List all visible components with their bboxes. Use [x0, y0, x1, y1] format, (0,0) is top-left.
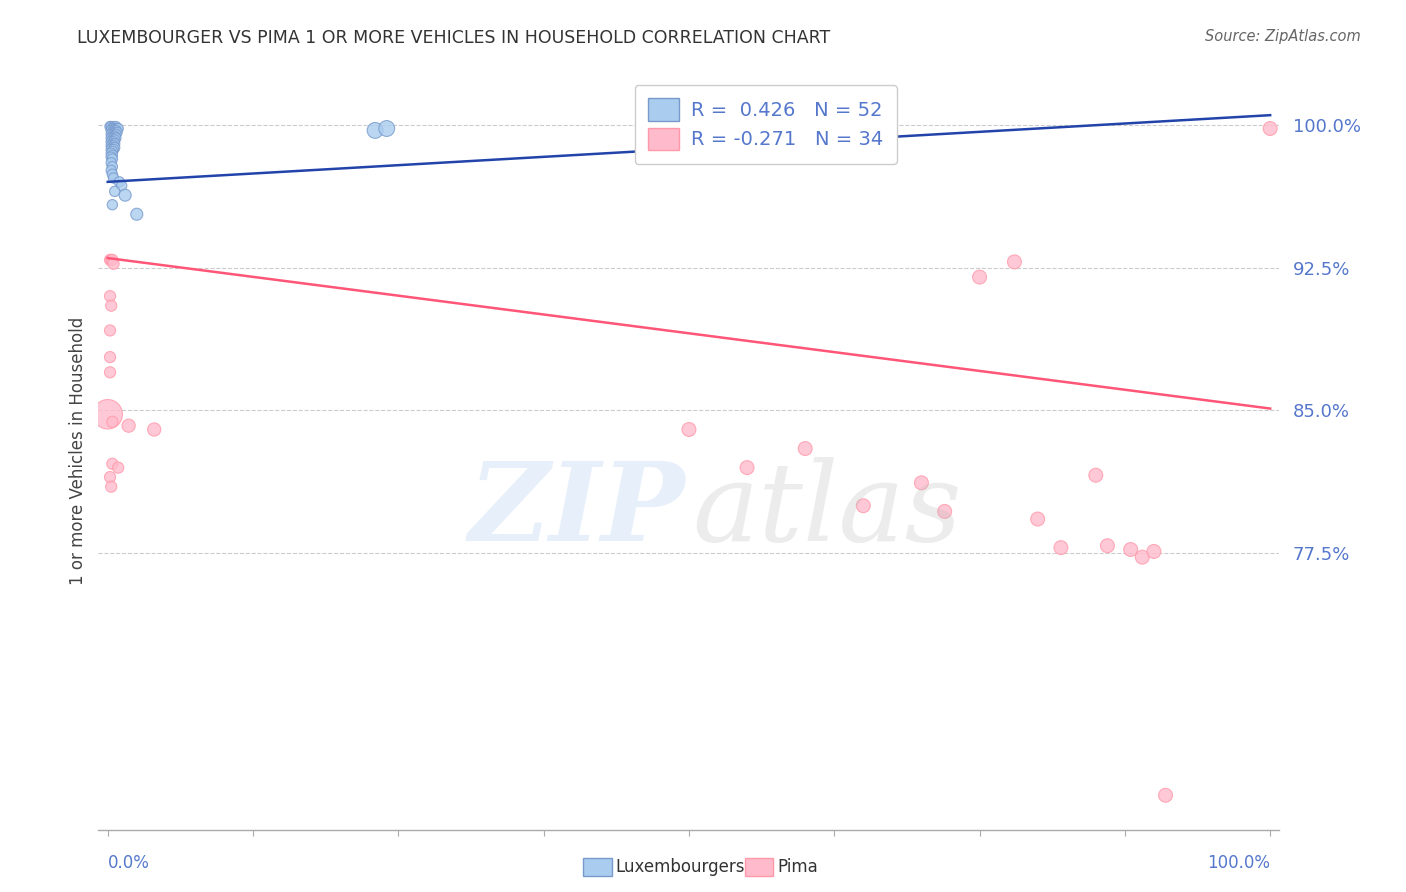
Point	[103, 120, 125, 134]
Point	[103, 131, 125, 145]
Point	[104, 121, 127, 136]
Point	[101, 148, 124, 162]
Point	[100, 150, 122, 164]
Point	[98, 289, 121, 303]
Point	[101, 160, 124, 174]
Point	[100, 163, 122, 178]
Point	[103, 257, 125, 271]
Point	[103, 135, 125, 149]
Point	[98, 323, 121, 337]
Point	[100, 156, 122, 170]
Text: Pima: Pima	[778, 858, 818, 876]
Point	[934, 504, 956, 518]
Y-axis label: 1 or more Vehicles in Household: 1 or more Vehicles in Household	[69, 317, 87, 584]
Point	[100, 143, 122, 157]
Legend: R =  0.426   N = 52, R = -0.271   N = 34: R = 0.426 N = 52, R = -0.271 N = 34	[634, 85, 897, 164]
Point	[1097, 539, 1119, 553]
Point	[111, 178, 134, 193]
Point	[103, 171, 125, 186]
Point	[104, 185, 127, 199]
Point	[117, 418, 139, 433]
Point	[1119, 542, 1142, 557]
Text: atlas: atlas	[693, 458, 962, 565]
Point	[103, 123, 125, 137]
Point	[100, 480, 122, 494]
Point	[100, 127, 122, 141]
Point	[104, 133, 127, 147]
Point	[105, 125, 128, 139]
Point	[104, 131, 127, 145]
Text: Source: ZipAtlas.com: Source: ZipAtlas.com	[1205, 29, 1361, 44]
Point	[98, 365, 121, 379]
Point	[1050, 541, 1073, 555]
Point	[107, 460, 129, 475]
Point	[100, 123, 122, 137]
Text: LUXEMBOURGER VS PIMA 1 OR MORE VEHICLES IN HOUSEHOLD CORRELATION CHART: LUXEMBOURGER VS PIMA 1 OR MORE VEHICLES …	[77, 29, 831, 46]
Point	[364, 123, 387, 137]
Point	[1258, 121, 1281, 136]
Point	[101, 252, 124, 267]
Point	[98, 120, 121, 134]
Point	[103, 138, 125, 153]
Point	[114, 188, 136, 202]
Text: 100.0%: 100.0%	[1208, 855, 1270, 872]
Point	[104, 129, 127, 144]
Point	[98, 470, 121, 484]
Point	[101, 457, 124, 471]
Point	[101, 125, 124, 139]
Text: Luxembourgers: Luxembourgers	[616, 858, 745, 876]
Point	[104, 140, 127, 154]
Point	[101, 167, 124, 181]
Point	[104, 123, 127, 137]
Point	[375, 121, 398, 136]
Point	[101, 129, 124, 144]
Point	[1130, 550, 1153, 565]
Text: ZIP: ZIP	[468, 458, 685, 565]
Point	[852, 499, 875, 513]
Point	[143, 423, 166, 437]
Point	[98, 350, 121, 364]
Point	[101, 140, 124, 154]
Point	[1002, 255, 1025, 269]
Point	[100, 120, 122, 134]
Point	[101, 197, 124, 211]
Point	[101, 133, 124, 147]
Point	[101, 136, 124, 151]
Point	[107, 121, 129, 136]
Point	[108, 175, 131, 189]
Point	[100, 299, 122, 313]
Point	[735, 460, 758, 475]
Point	[100, 131, 122, 145]
Point	[104, 120, 127, 134]
Point	[100, 138, 122, 153]
Point	[101, 121, 124, 136]
Point	[101, 415, 124, 429]
Point	[101, 145, 124, 159]
Point	[97, 407, 120, 421]
Point	[103, 143, 125, 157]
Point	[98, 252, 121, 267]
Point	[100, 252, 122, 267]
Point	[969, 270, 991, 285]
Point	[103, 127, 125, 141]
Point	[125, 207, 148, 221]
Point	[100, 135, 122, 149]
Point	[104, 125, 127, 139]
Point	[1154, 789, 1177, 803]
Text: 0.0%: 0.0%	[108, 855, 149, 872]
Point	[1143, 544, 1166, 558]
Point	[910, 475, 932, 490]
Point	[678, 423, 700, 437]
Point	[100, 146, 122, 161]
Point	[104, 136, 127, 151]
Point	[104, 127, 127, 141]
Point	[1026, 512, 1049, 526]
Point	[105, 121, 128, 136]
Point	[101, 152, 124, 166]
Point	[1084, 468, 1107, 483]
Point	[794, 442, 817, 456]
